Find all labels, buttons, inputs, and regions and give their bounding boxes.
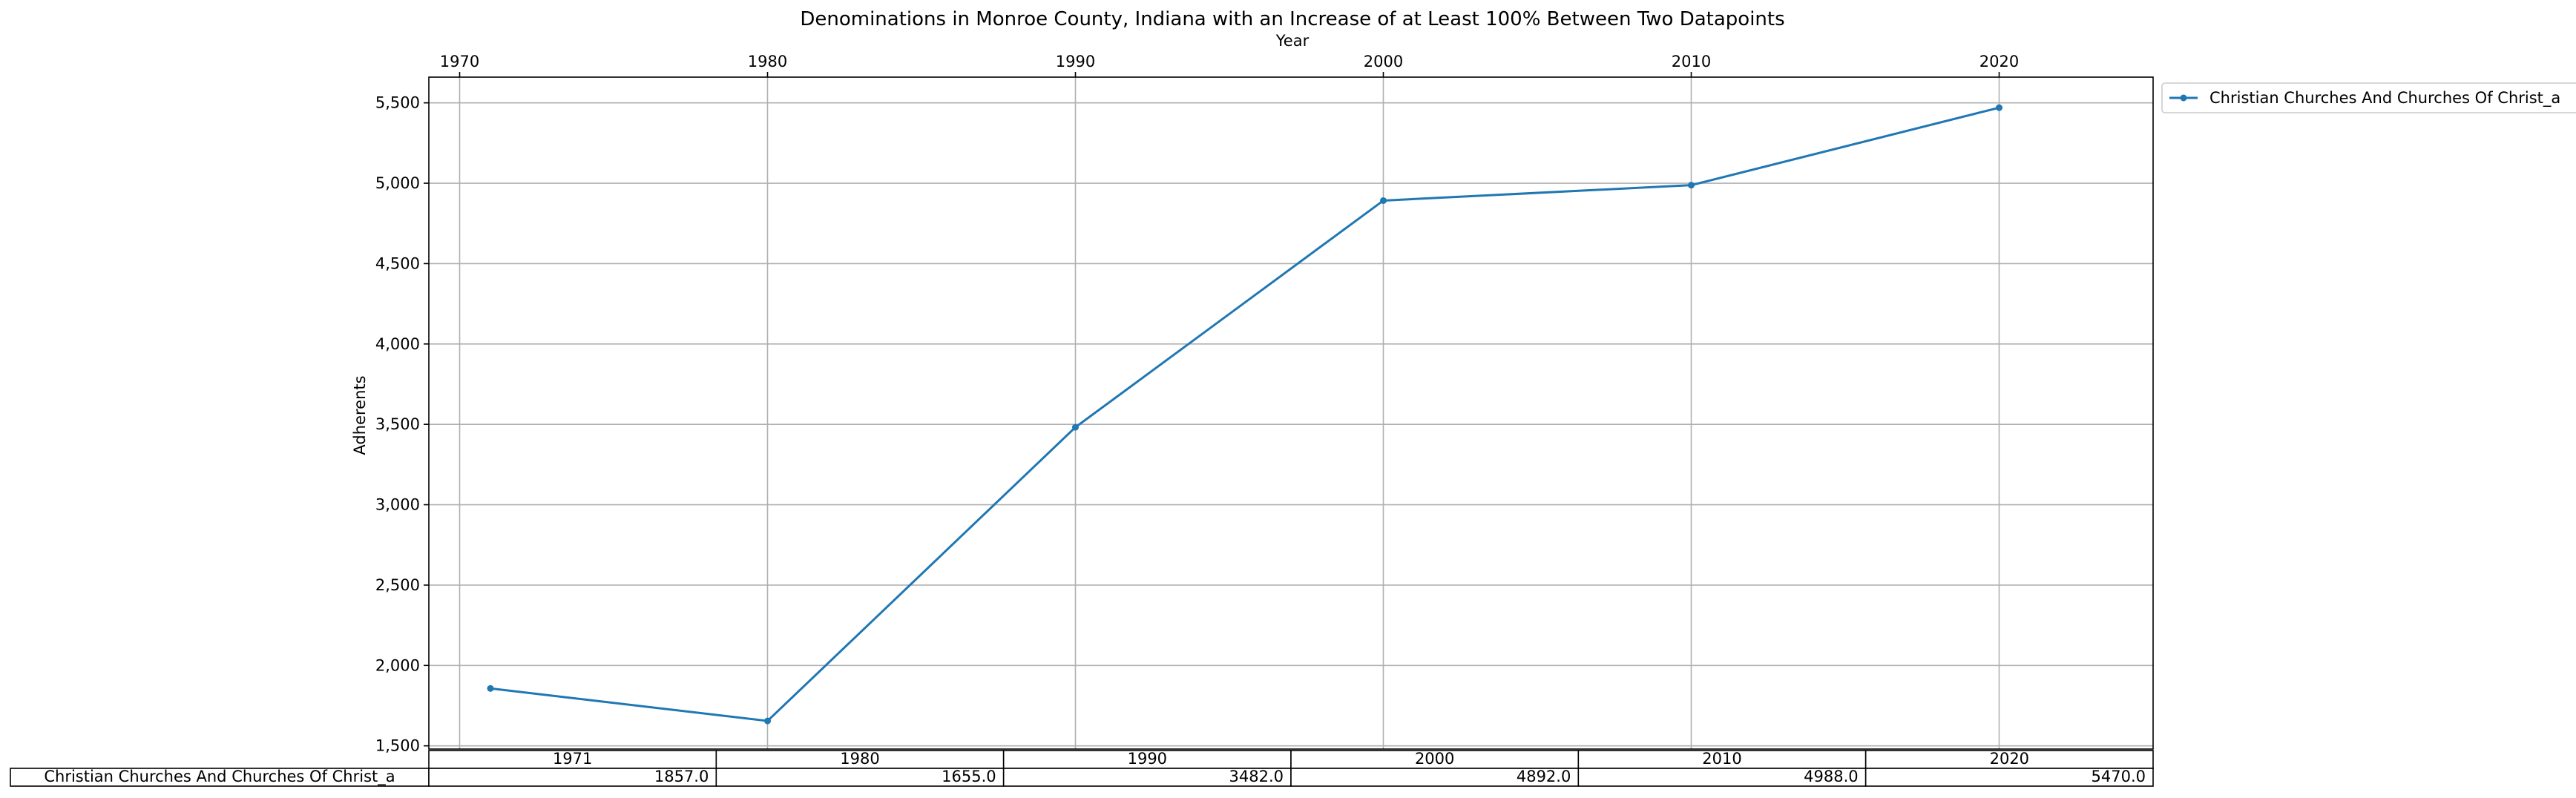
data-point	[1996, 104, 2002, 111]
table-cell	[1864, 768, 2154, 787]
axes: 1970 1980 1990 2000 2010 2020 1,500 2,000 2,500 3…	[375, 53, 2154, 755]
data-point	[1072, 423, 1079, 431]
x-tick-label: 2020	[1979, 53, 2019, 70]
table-header-cell	[715, 750, 1005, 769]
legend-marker	[2180, 94, 2187, 102]
table-header-cell	[1577, 750, 1867, 769]
table-row-label: Christian Churches And Churches Of Chris…	[44, 768, 395, 786]
table-cell-value: 1655.0	[942, 768, 996, 785]
table-cell	[1002, 768, 1292, 787]
table-header-label: 1990	[1128, 750, 1167, 768]
x-tick-label: 2010	[1672, 53, 1711, 70]
legend-box	[2161, 82, 2576, 113]
plot-frame	[428, 76, 2154, 750]
y-tick-label: 4,000	[375, 335, 420, 353]
y-tick-label: 5,000	[375, 174, 420, 192]
y-tick-label: 3,500	[375, 415, 420, 433]
y-tick-label: 4,500	[375, 254, 420, 272]
y-tick-label: 1,500	[375, 737, 420, 755]
data-point	[1688, 182, 1695, 189]
table-header-label: 1980	[840, 750, 879, 768]
table-cell-value: 5470.0	[2092, 768, 2146, 785]
series-layer	[487, 104, 2002, 725]
data-table: 1971 1980 1990 2000 2010 2020 Christian Church…	[10, 750, 2154, 787]
y-axis-label: Adherents	[351, 375, 369, 455]
y-tick-label: 3,000	[375, 496, 420, 514]
table-cell	[715, 768, 1005, 787]
table-cell-value: 4892.0	[1517, 768, 1571, 785]
table-cell	[428, 768, 717, 787]
y-tick-label: 2,000	[375, 656, 420, 674]
table-header-label: 2020	[1990, 750, 2029, 768]
data-point	[487, 685, 494, 692]
table-cell-value: 3482.0	[1229, 768, 1284, 785]
grid-lines	[429, 77, 2153, 749]
table-header-label: 1971	[553, 750, 592, 768]
legend: Christian Churches And Churches Of Chris…	[2161, 82, 2576, 113]
y-tick-label: 5,500	[375, 94, 420, 112]
x-tick-label: 1980	[748, 53, 787, 70]
series-line	[490, 106, 2000, 722]
table-header-label: 2010	[1702, 750, 1741, 768]
data-point	[1380, 197, 1387, 204]
data-point	[764, 717, 771, 725]
table-cell	[1290, 768, 1580, 787]
y-tick-label: 2,500	[375, 576, 420, 594]
x-tick-label: 1990	[1056, 53, 1095, 70]
x-axis-label: Year	[1275, 32, 1310, 50]
table-cell	[1577, 768, 1867, 787]
table-header-cell	[1290, 750, 1580, 769]
table-cell-value: 1857.0	[654, 768, 709, 785]
table-header-label: 2000	[1415, 750, 1454, 768]
chart-title: Denominations in Monroe County, Indiana …	[800, 8, 1784, 30]
x-tick-label: 1970	[440, 53, 479, 70]
legend-label: Christian Churches And Churches Of Chris…	[2209, 89, 2560, 108]
x-tick-label: 2000	[1364, 53, 1403, 70]
table-cell-value: 4988.0	[1804, 768, 1858, 785]
